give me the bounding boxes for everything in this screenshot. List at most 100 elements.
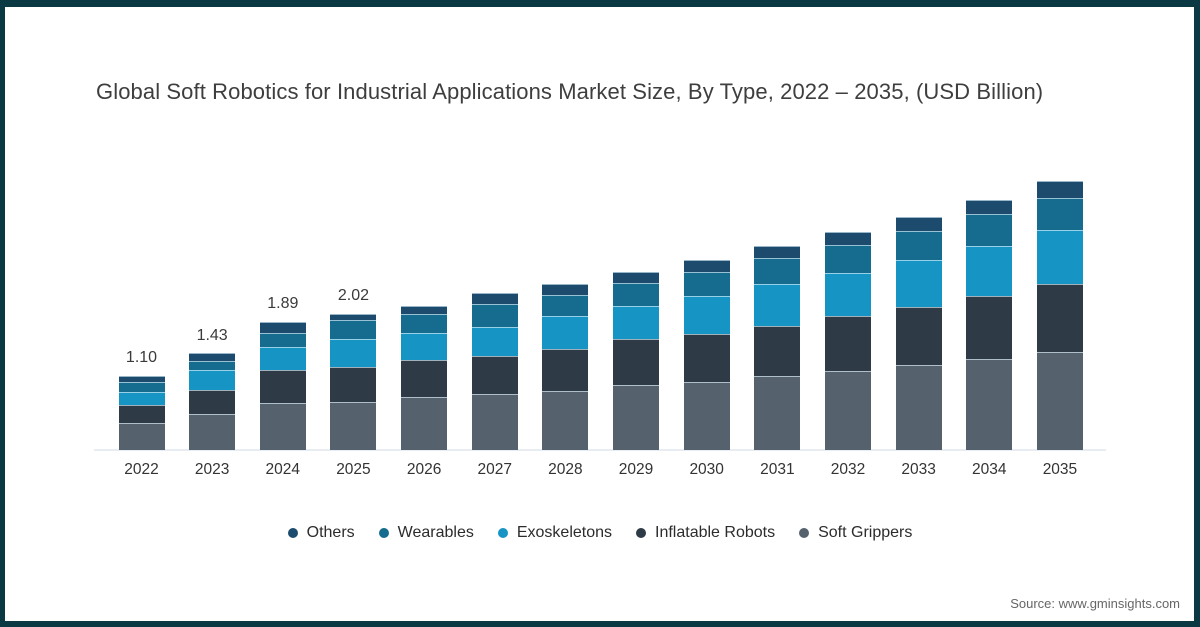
legend-item-inflatable-robots: Inflatable Robots [636,524,775,542]
bar-2030 [683,260,730,450]
bar-2029 [613,271,660,450]
bar-segment-wearables [966,213,1013,246]
bar-segment-others [683,260,730,272]
bar-segment-soft-grippers [895,365,942,450]
bar-segment-exoskeletons [330,339,377,368]
bar-segment-others [542,284,589,295]
bar-segment-others [189,353,236,361]
bar-segment-soft-grippers [825,371,871,450]
bar-segment-wearables [754,257,801,284]
bar-segment-others [1036,181,1083,199]
bar-segment-exoskeletons [895,260,942,307]
x-axis-label: 2031 [760,461,795,478]
bar-segment-others [401,305,448,314]
bar-segment-inflatable-robots [895,307,942,365]
bar-total-label: 1.89 [267,295,299,313]
bar-segment-inflatable-robots [118,405,165,423]
bar-segment-wearables [330,320,377,340]
bar-segment-exoskeletons [259,347,306,371]
bar-2025 [330,313,377,450]
bar-segment-inflatable-robots [683,333,730,382]
bar-segment-soft-grippers [471,394,518,450]
legend-item-soft-grippers: Soft Grippers [799,524,912,542]
bar-segment-exoskeletons [825,273,871,317]
bar-segment-soft-grippers [683,381,730,450]
bar-segment-others [825,231,871,246]
x-axis-label: 2033 [901,461,936,478]
bar-segment-exoskeletons [613,306,660,340]
bar-segment-wearables [259,332,306,348]
bar-segment-soft-grippers [754,375,801,450]
bar-segment-exoskeletons [189,370,236,390]
bar-segment-inflatable-robots [825,316,871,371]
legend-dot-soft-grippers [799,528,810,538]
bar-segment-soft-grippers [1036,352,1083,450]
bar-segment-others [895,216,942,231]
bar-2028 [542,284,589,450]
x-axis-label: 2026 [406,461,442,478]
x-axis-label: 2030 [689,461,724,478]
bar-segment-wearables [825,245,871,274]
bar-total-label: 2.02 [337,286,369,304]
legend-label: Others [306,524,355,541]
bar-segment-wearables [683,271,730,297]
bar-segment-exoskeletons [1036,229,1083,284]
legend-label: Soft Grippers [818,524,913,541]
bar-segment-inflatable-robots [1036,283,1083,353]
legend-dot-wearables [378,528,389,538]
bar-segment-wearables [1036,198,1083,230]
legend-label: Exoskeletons [516,524,613,541]
bar-segment-soft-grippers [966,358,1013,450]
bar-segment-inflatable-robots [189,389,236,415]
bar-segment-others [118,375,165,383]
bar-2023 [189,353,236,450]
bar-segment-wearables [471,303,518,327]
legend-dot-others [287,528,298,538]
x-axis-label: 2034 [972,461,1007,478]
bar-segment-exoskeletons [471,326,518,356]
bar-2035 [1036,181,1083,450]
x-axis-label: 2023 [194,461,230,478]
bar-segment-wearables [401,313,448,333]
legend-item-others: Others [287,524,355,542]
bar-segment-others [259,322,306,333]
x-axis-label: 2025 [336,461,371,478]
x-axis-label: 2032 [830,461,866,478]
legend: Others Wearables Exoskeletons Inflatable Ro… [0,524,1200,542]
x-axis-label: 2027 [477,461,512,478]
source-note: Source: www.gminsights.com [1010,596,1180,611]
bar-segment-inflatable-robots [966,295,1013,359]
legend-dot-exoskeletons [497,528,508,538]
bar-segment-wearables [613,283,660,307]
bar-segment-inflatable-robots [471,355,518,394]
bar-segment-inflatable-robots [259,370,306,404]
legend-item-wearables: Wearables [378,524,474,542]
bar-2031 [754,246,801,450]
bar-segment-soft-grippers [613,384,660,450]
bar-segment-others [754,246,801,258]
bar-segment-exoskeletons [683,296,730,334]
bar-segment-others [471,293,518,304]
bar-2033 [895,216,942,450]
bar-segment-inflatable-robots [613,339,660,385]
legend-item-exoskeletons: Exoskeletons [497,524,613,542]
legend-dot-inflatable-robots [636,528,647,538]
bar-total-label: 1.10 [125,348,158,366]
x-axis-label: 2029 [618,461,654,478]
bar-segment-wearables [189,360,236,371]
bar-segment-soft-grippers [542,391,589,450]
bar-segment-exoskeletons [754,283,801,326]
chart-title: Global Soft Robotics for Industrial Appl… [96,79,1044,104]
legend-label: Wearables [397,524,474,541]
bar-segment-exoskeletons [118,391,165,406]
bar-segment-soft-grippers [330,402,377,450]
bar-total-label: 1.43 [196,326,228,344]
bar-segment-others [966,200,1013,214]
bar-segment-soft-grippers [259,403,306,450]
x-axis-label: 2028 [548,461,583,478]
bar-2024 [259,322,306,450]
bar-2034 [966,200,1013,450]
bar-segment-inflatable-robots [401,360,448,398]
bar-segment-inflatable-robots [754,325,801,376]
